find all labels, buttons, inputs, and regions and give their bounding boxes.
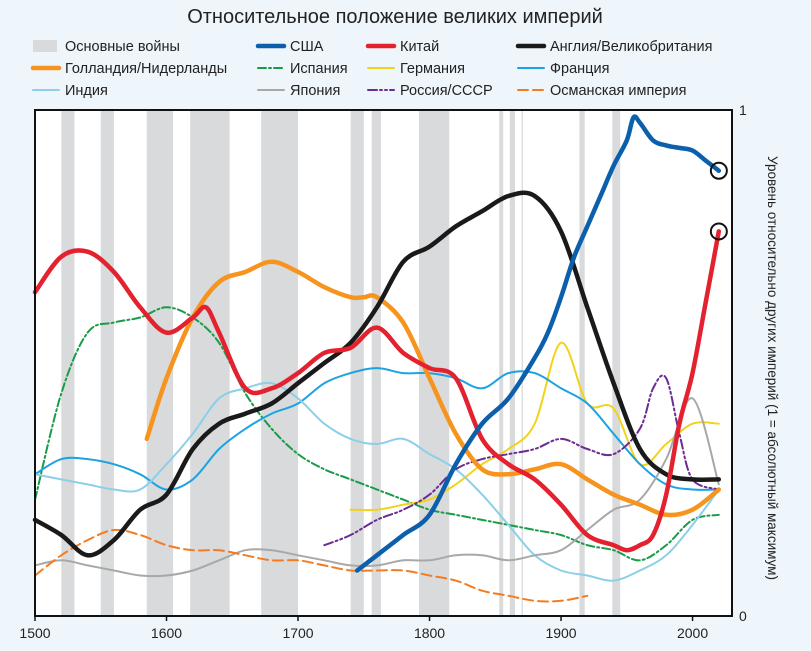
x-tick-label-1800: 1800 — [414, 625, 445, 641]
y-tick-label-1: 1 — [739, 102, 747, 118]
war-band-7 — [371, 110, 381, 616]
legend-label-япония: Япония — [290, 83, 340, 99]
legend-item: США — [255, 39, 324, 55]
war-band-9 — [499, 110, 504, 616]
x-tick-label-2000: 2000 — [677, 625, 708, 641]
legend-label-англия-великобритания: Англия/Великобритания — [550, 39, 712, 55]
legend-item: Франция — [517, 61, 609, 77]
series-line-япония — [34, 397, 720, 578]
series-line-англия-великобритания — [32, 190, 722, 558]
war-band-13 — [612, 110, 621, 616]
legend-label-османская-империя: Османская империя — [550, 83, 686, 99]
legend-swatch-wars — [33, 40, 57, 52]
legend-label-германия: Германия — [400, 61, 465, 77]
series-line-сша — [354, 114, 722, 573]
series-line-германия — [349, 341, 720, 512]
legend-label-индия: Индия — [65, 83, 108, 99]
plot-background — [35, 110, 732, 616]
legend-label-франция: Франция — [550, 61, 609, 77]
war-band-10 — [509, 110, 516, 616]
highlight-circle-1 — [709, 161, 728, 180]
y-tick-label-0: 0 — [739, 608, 747, 624]
x-tick-label-1700: 1700 — [282, 625, 313, 641]
series-line-испания — [34, 306, 720, 562]
legend-item: Османская империя — [517, 83, 686, 99]
war-band-6 — [350, 110, 364, 616]
series-line-индия — [34, 381, 720, 582]
series-line-франция — [34, 367, 720, 491]
legend-item: Испания — [257, 61, 348, 77]
legend-item: Индия — [32, 83, 108, 99]
plot-frame — [34, 109, 733, 617]
legend-label-россия-ссср: Россия/СССР — [400, 83, 493, 99]
war-band-4 — [190, 110, 230, 616]
series-line-россия-ссср — [323, 374, 720, 547]
legend-item: Россия/СССР — [367, 83, 493, 99]
legend-item: Япония — [257, 83, 340, 99]
legend-label-голландия-нидерланды: Голландия/Нидерланды — [65, 61, 227, 77]
war-band-3 — [146, 110, 174, 616]
legend-label-сша: США — [290, 39, 324, 55]
legend-item: Англия/Великобритания — [515, 39, 712, 55]
legend-label-испания: Испания — [290, 61, 348, 77]
legend-item: Германия — [367, 61, 465, 77]
legend-label-китай: Китай — [400, 39, 439, 55]
war-band-1 — [61, 110, 75, 616]
war-band-11 — [521, 110, 523, 616]
war-band-5 — [261, 110, 299, 616]
y-axis-label: Уровень относительно других империй (1 =… — [765, 156, 780, 580]
legend-item: Китай — [365, 39, 439, 55]
legend-label-wars: Основные войны — [65, 39, 180, 55]
legend: Основные войны США Китай Англия/Великобрита… — [30, 39, 712, 99]
x-tick-label-1500: 1500 — [19, 625, 50, 641]
legend-item: Голландия/Нидерланды — [30, 61, 227, 77]
series-line-китай — [32, 229, 722, 553]
series-line-голландия-нидерланды — [144, 259, 722, 518]
legend-item: Основные войны — [33, 39, 180, 55]
series-line-османская-империя — [34, 528, 589, 603]
war-band-12 — [579, 110, 585, 616]
plot-area: 1500 1600 1700 1800 1900 2000 0 1 — [19, 102, 747, 641]
x-tick-label-1900: 1900 — [545, 625, 576, 641]
chart-title: Относительное положение великих империй — [187, 6, 603, 28]
x-tick-label-1600: 1600 — [151, 625, 182, 641]
highlight-circle-2 — [709, 222, 728, 241]
